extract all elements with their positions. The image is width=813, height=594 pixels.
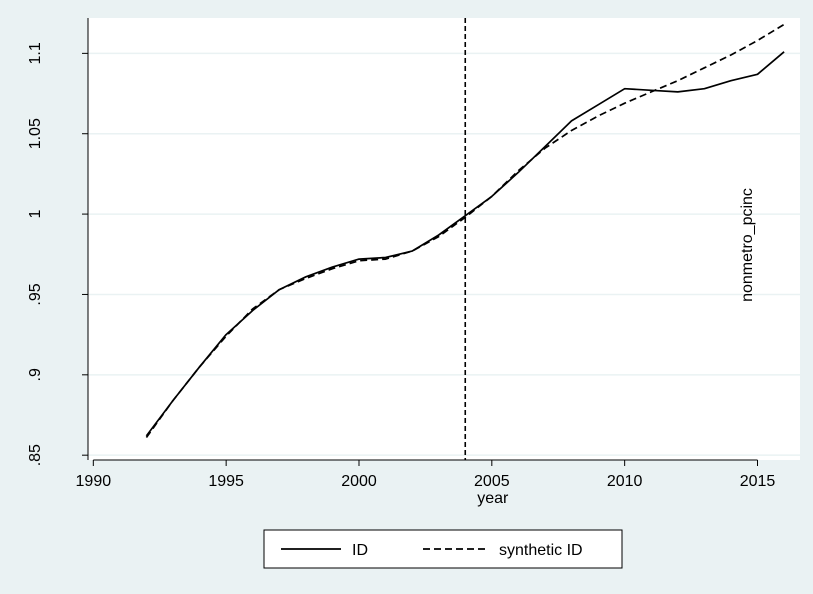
y-tick-label: .85 (27, 444, 44, 466)
axes: .85 .9 .95 1 1.05 1.1 1990 1995 2000 2005 2010 2015 (27, 18, 775, 490)
legend-label: synthetic ID (499, 542, 583, 559)
y-tick-label: .9 (27, 368, 44, 381)
y-tick-label: .95 (27, 283, 44, 305)
y-tick-label: 1.05 (27, 118, 44, 149)
x-tick-label: 2010 (607, 473, 643, 490)
x-tick-label: 1990 (76, 473, 112, 490)
y-tick-label: 1.1 (27, 42, 44, 64)
series-annotation: nonmetro_pcinc (739, 188, 756, 302)
x-tick-label: 2005 (474, 473, 510, 490)
x-tick-label: 2000 (341, 473, 377, 490)
series-line-id (145, 51, 785, 437)
series-line-synthetic-id (145, 23, 785, 438)
y-tick-label: 1 (27, 210, 44, 219)
x-axis-title: year (477, 490, 509, 507)
x-tick-label: 2015 (740, 473, 776, 490)
plot-area (88, 18, 800, 460)
series-layer (145, 23, 785, 438)
gridlines (88, 52, 800, 456)
x-tick-label: 1995 (208, 473, 244, 490)
legend: ID synthetic ID (263, 529, 623, 569)
legend-label: ID (352, 542, 368, 559)
